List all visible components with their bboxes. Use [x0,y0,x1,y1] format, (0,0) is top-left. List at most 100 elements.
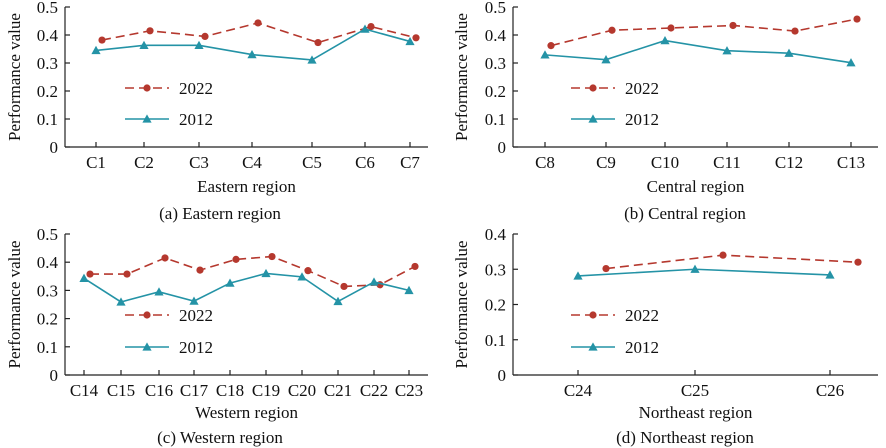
x-tick-label: C7 [400,153,420,172]
y-axis-title: Performance value [452,13,471,141]
x-tick-label: C17 [180,381,209,400]
data-point-2022 [854,258,862,266]
series-line-2012 [83,272,410,303]
series-line-2022 [90,255,416,288]
data-point-2012 [601,55,611,64]
data-point-2012 [404,285,414,295]
data-point-2022 [146,27,154,35]
x-tick-label: C21 [324,381,352,400]
data-point-2012 [369,277,379,286]
data-point-2022 [201,32,209,41]
panel-caption: (a) Eastern region [159,204,281,223]
panel-caption: (c) Western region [157,428,283,447]
data-point-2012 [297,272,307,281]
x-tick-label: C5 [302,153,322,172]
legend-marker-2022 [143,84,151,92]
chart-panel-central: 0 0.1 0.2 0.3 0.4 0.5 C8 C9 C10 C11 C12 C13 Central … [452,0,878,223]
data-point-2022 [98,36,106,44]
data-point-2012 [405,36,415,46]
legend-marker-2012 [588,342,598,351]
y-tick-label: 0.5 [37,0,58,17]
y-tick-label: 0.3 [37,281,58,300]
data-point-2022 [254,19,262,27]
y-tick-label: 0.1 [37,338,58,357]
y-tick-label: 0 [50,138,59,157]
data-point-2012 [247,50,257,59]
y-tick-label: 0.4 [37,26,59,45]
panel-caption: (b) Central region [624,204,746,223]
legend-label-2022: 2022 [625,306,659,325]
data-point-2012 [225,278,235,287]
x-tick-label: C22 [360,381,388,400]
x-tick-label: C14 [70,381,99,400]
chart-panel-eastern: 0 0.1 0.2 0.3 0.4 0.5 C1 C2 C3 C4 C5 C6 C7 Eastern re… [5,0,428,223]
x-tick-label: C23 [395,381,423,400]
data-point-2022 [729,21,737,30]
x-tick-label: C2 [134,153,154,172]
data-point-2022 [608,26,616,34]
x-tick-label: C24 [564,381,593,400]
x-axis-title: Northeast region [639,403,753,422]
data-point-2012 [194,40,204,50]
series-line-2022 [605,254,859,270]
y-tick-label: 0.5 [485,0,506,17]
legend-marker-2022 [589,311,597,319]
y-tick-label: 0 [498,366,507,385]
data-point-2022 [667,24,675,32]
x-tick-label: C15 [107,381,135,400]
data-point-2012 [79,273,89,282]
x-tick-label: C1 [86,153,106,172]
data-point-2022 [196,266,204,274]
data-point-2012 [722,46,732,55]
data-point-2012 [116,297,126,306]
x-tick-label: C19 [252,381,280,400]
x-tick-label: C3 [189,153,209,172]
x-axis-title: Western region [195,403,298,422]
legend-label-2022: 2022 [179,79,213,98]
x-tick-label: C8 [535,153,555,172]
y-tick-label: 0.1 [37,110,58,129]
series-line-2012 [544,39,852,64]
y-tick-label: 0.2 [37,310,58,329]
data-point-2022 [314,38,322,47]
x-axis-title: Central region [647,177,745,196]
y-tick-label: 0.2 [485,82,506,101]
data-point-2022 [123,270,131,278]
y-tick-label: 0.2 [485,296,506,315]
data-point-2022 [304,267,312,275]
data-point-2022 [367,23,375,31]
chart-panel-western: 0 0.1 0.2 0.3 0.4 0.5 C14 C15 C16 C17 C18 C19 C20 C21… [5,225,428,447]
data-point-2012 [690,264,700,273]
legend-marker-2022 [589,84,597,92]
y-tick-label: 0.2 [37,82,58,101]
legend-label-2022: 2022 [179,306,213,325]
y-tick-label: 0.4 [37,253,59,272]
legend-marker-2022 [143,311,151,319]
y-tick-label: 0 [50,366,59,385]
legend-marker-2012 [588,114,598,123]
data-point-2022 [340,282,348,291]
series-line-2012 [577,268,831,277]
x-tick-label: C20 [288,381,316,400]
legend-marker-2012 [142,114,152,123]
y-tick-label: 0.3 [485,260,506,279]
y-tick-label: 0.3 [485,54,506,73]
legend-label-2012: 2012 [625,338,659,357]
data-point-2022 [602,264,610,273]
data-point-2012 [154,287,164,296]
legend-label-2012: 2012 [179,110,213,129]
x-tick-label: C12 [775,153,803,172]
data-point-2012 [139,40,149,50]
data-point-2022 [547,42,555,50]
data-point-2022 [232,255,240,263]
y-tick-label: 0.4 [485,225,507,244]
data-point-2022 [791,27,799,35]
legend-label-2012: 2012 [625,110,659,129]
x-tick-label: C11 [713,153,741,172]
data-point-2012 [540,50,550,59]
y-tick-label: 0.1 [485,110,506,129]
data-point-2012 [189,296,199,305]
data-point-2012 [333,296,343,306]
data-point-2022 [411,262,419,271]
x-tick-label: C9 [596,153,616,172]
